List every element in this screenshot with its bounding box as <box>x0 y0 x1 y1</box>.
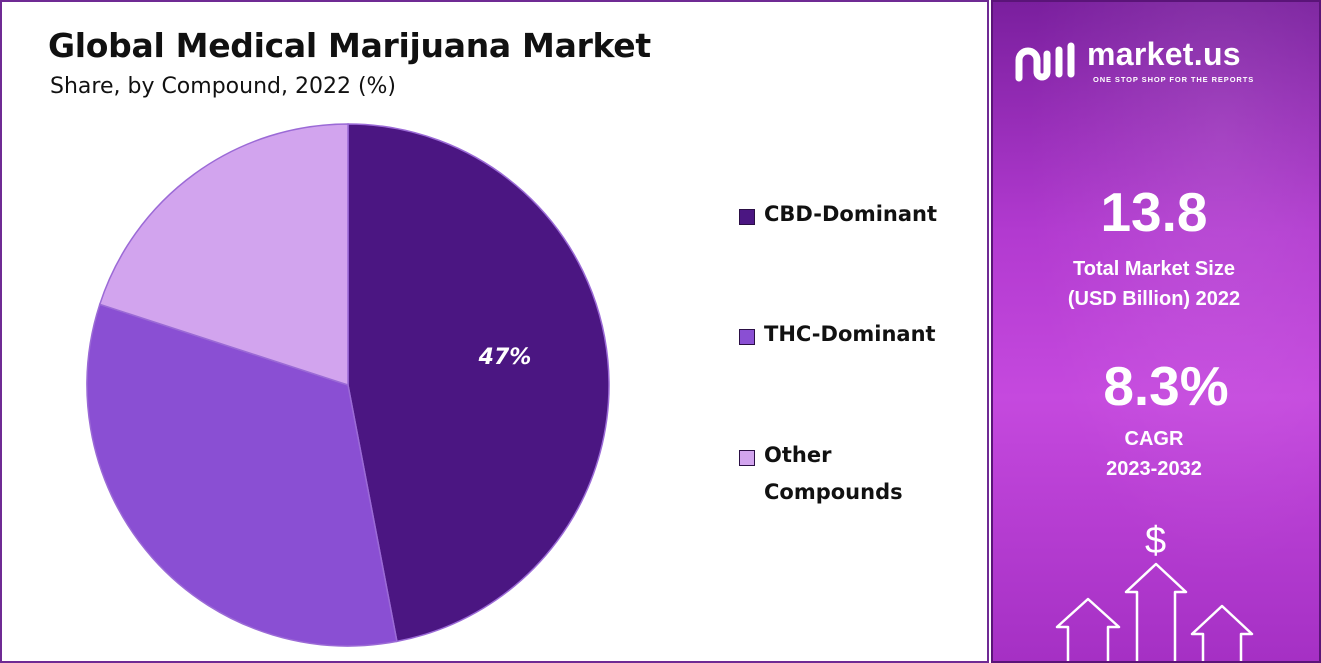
pie-chart: 47% <box>86 123 610 647</box>
dollar-icon: $ <box>1145 520 1167 562</box>
legend-label: Other Compounds <box>764 443 903 504</box>
market-size-label-line1: Total Market Size <box>1073 258 1235 280</box>
cagr-value: 8.3% <box>1103 355 1229 417</box>
legend-swatch-cbd <box>739 209 755 225</box>
chart-subtitle: Share, by Compound, 2022 (%) <box>50 74 397 99</box>
legend-label: CBD-Dominant <box>764 202 938 226</box>
chart-panel: Global Medical Marijuana Market Share, b… <box>0 0 989 663</box>
market-us-logo-icon <box>1015 42 1075 82</box>
legend-swatch-thc <box>739 329 755 345</box>
chart-title: Global Medical Marijuana Market <box>48 26 651 65</box>
logo-tagline: ONE STOP SHOP FOR THE REPORTS <box>1093 75 1255 84</box>
pie-slice-cbd-dominant <box>347 123 610 643</box>
up-arrow-icon <box>1055 562 1254 661</box>
market-size-label-line2: (USD Billion) 2022 <box>1067 288 1241 310</box>
legend-label: THC-Dominant <box>764 322 936 346</box>
legend-swatch-other <box>739 450 755 466</box>
legend-item-other-compounds: Other Compounds <box>739 443 934 511</box>
logo-text: market.us <box>1087 36 1241 72</box>
market-size-value: 13.8 <box>1100 181 1208 243</box>
data-label-cbd-dominant: 47% <box>478 345 532 370</box>
cagr-label: CAGR <box>1124 428 1184 450</box>
summary-sidebar: market.us ONE STOP SHOP FOR THE REPORTS … <box>991 0 1321 663</box>
cagr-period: 2023-2032 <box>1106 458 1202 480</box>
pie-slice-other-compounds <box>98 123 349 387</box>
legend-item-cbd-dominant: CBD-Dominant <box>739 202 974 233</box>
pie-slice-thc-dominant <box>86 303 398 647</box>
background-overlay <box>993 2 1319 661</box>
legend-item-thc-dominant: THC-Dominant <box>739 322 974 353</box>
